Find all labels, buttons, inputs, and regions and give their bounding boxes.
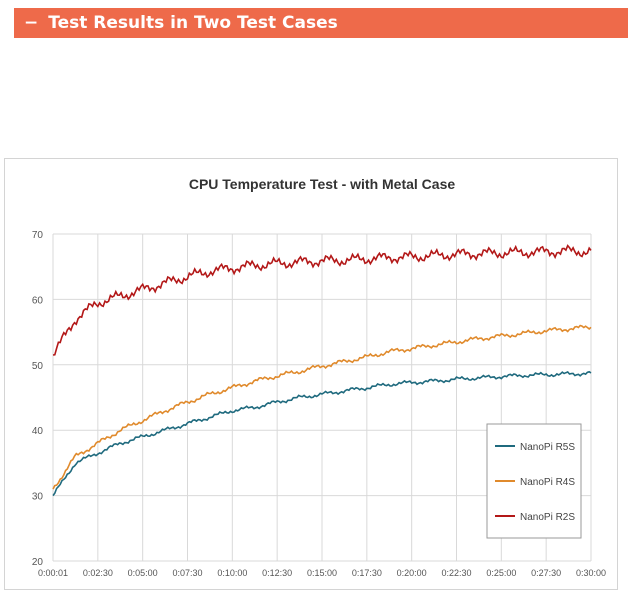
section-header: − Test Results in Two Test Cases — [14, 8, 628, 38]
x-tick-label: 0:17:30 — [352, 568, 382, 578]
x-tick-label: 0:15:00 — [307, 568, 337, 578]
y-tick-label: 50 — [32, 361, 44, 372]
y-tick-label: 70 — [32, 230, 44, 241]
x-tick-label: 0:22:30 — [441, 568, 471, 578]
series-line-0 — [52, 370, 592, 497]
y-tick-label: 20 — [32, 557, 44, 568]
x-tick-label: 0:27:30 — [531, 568, 561, 578]
x-tick-label: 0:30:00 — [576, 568, 606, 578]
series-line-2 — [52, 244, 592, 356]
x-tick-label: 0:20:00 — [397, 568, 427, 578]
x-tick-label: 0:07:30 — [172, 568, 202, 578]
y-tick-label: 40 — [32, 426, 44, 437]
x-tick-label: 0:02:30 — [83, 568, 113, 578]
chart-title: CPU Temperature Test - with Metal Case — [189, 176, 456, 192]
y-tick-label: 30 — [32, 492, 44, 503]
collapse-dash-icon: − — [24, 13, 39, 33]
series-line-1 — [52, 324, 592, 490]
x-tick-label: 0:12:30 — [262, 568, 292, 578]
legend-label: NanoPi R5S — [520, 442, 575, 453]
section-title: Test Results in Two Test Cases — [48, 13, 338, 33]
y-tick-label: 60 — [32, 295, 44, 306]
x-tick-label: 0:10:00 — [217, 568, 247, 578]
legend-label: NanoPi R2S — [520, 512, 575, 523]
x-tick-label: 0:00:01 — [38, 568, 68, 578]
x-tick-label: 0:05:00 — [128, 568, 158, 578]
temperature-chart: CPU Temperature Test - with Metal Case 20… — [32, 176, 606, 578]
chart-frame: CPU Temperature Test - with Metal Case 20… — [4, 158, 618, 590]
legend-label: NanoPi R4S — [520, 477, 575, 488]
x-tick-label: 0:25:00 — [486, 568, 516, 578]
